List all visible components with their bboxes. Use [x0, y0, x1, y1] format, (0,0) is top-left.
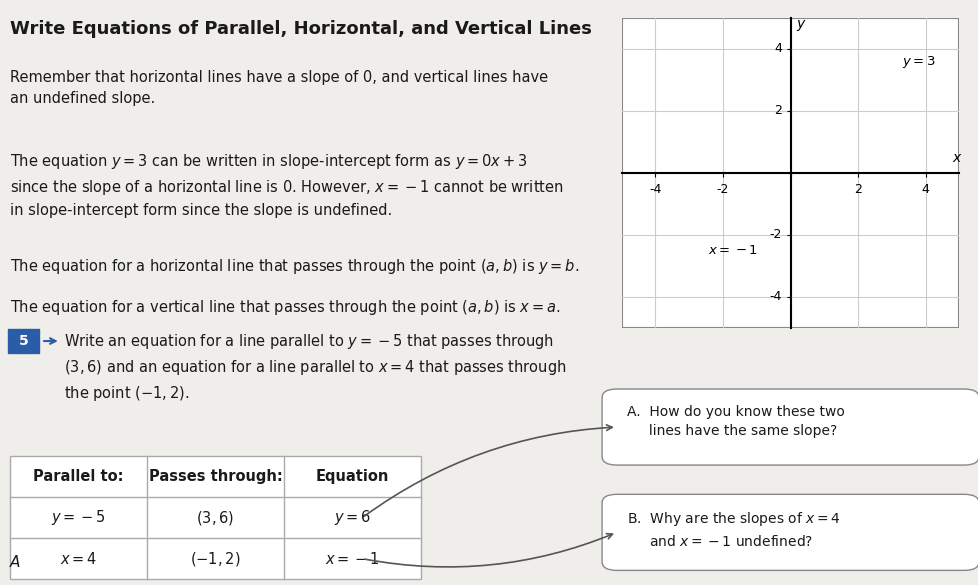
Text: The equation for a horizontal line that passes through the point $(a, b)$ is $y : The equation for a horizontal line that … — [10, 257, 579, 276]
Text: $y = 6$: $y = 6$ — [333, 508, 371, 527]
Text: -2: -2 — [716, 184, 729, 197]
Text: $y = -5$: $y = -5$ — [51, 508, 106, 527]
Text: $x = -1$: $x = -1$ — [325, 550, 379, 567]
Text: A: A — [10, 555, 21, 570]
Text: $y = 3$: $y = 3$ — [901, 54, 935, 70]
Text: 2: 2 — [774, 104, 781, 117]
Bar — [621, 18, 958, 328]
Text: $x = 4$: $x = 4$ — [60, 550, 97, 567]
Text: -4: -4 — [648, 184, 661, 197]
Text: B.  Why are the slopes of $x = 4$
     and $x = -1$ undefined?: B. Why are the slopes of $x = 4$ and $x … — [626, 510, 839, 549]
Text: $x$: $x$ — [952, 151, 961, 165]
Text: Parallel to:: Parallel to: — [33, 469, 123, 484]
FancyBboxPatch shape — [601, 389, 978, 465]
Text: 2: 2 — [853, 184, 862, 197]
Text: Write Equations of Parallel, Horizontal, and Vertical Lines: Write Equations of Parallel, Horizontal,… — [10, 20, 591, 39]
Text: $(-1, 2)$: $(-1, 2)$ — [190, 550, 241, 567]
FancyBboxPatch shape — [8, 329, 39, 353]
Text: The equation $y = 3$ can be written in slope-intercept form as $y = 0x + 3$
sinc: The equation $y = 3$ can be written in s… — [10, 152, 562, 218]
Text: $y$: $y$ — [795, 18, 806, 33]
Text: Write an equation for a line parallel to $y = -5$ that passes through
$(3, 6)$ a: Write an equation for a line parallel to… — [64, 332, 565, 403]
FancyBboxPatch shape — [10, 456, 421, 579]
Text: 4: 4 — [774, 42, 781, 55]
Text: Passes through:: Passes through: — [149, 469, 282, 484]
Text: Equation: Equation — [316, 469, 388, 484]
Text: The equation for a vertical line that passes through the point $(a, b)$ is $x = : The equation for a vertical line that pa… — [10, 298, 559, 317]
Text: $(3, 6)$: $(3, 6)$ — [196, 509, 235, 526]
Text: Remember that horizontal lines have a slope of 0, and vertical lines have
an und: Remember that horizontal lines have a sl… — [10, 70, 548, 106]
Text: A.  How do you know these two
     lines have the same slope?: A. How do you know these two lines have … — [626, 405, 844, 438]
Text: 5: 5 — [19, 334, 28, 348]
FancyBboxPatch shape — [601, 494, 978, 570]
Text: 4: 4 — [920, 184, 929, 197]
Text: -2: -2 — [769, 228, 781, 241]
Text: $x = -1$: $x = -1$ — [707, 244, 757, 257]
Text: -4: -4 — [769, 290, 781, 303]
